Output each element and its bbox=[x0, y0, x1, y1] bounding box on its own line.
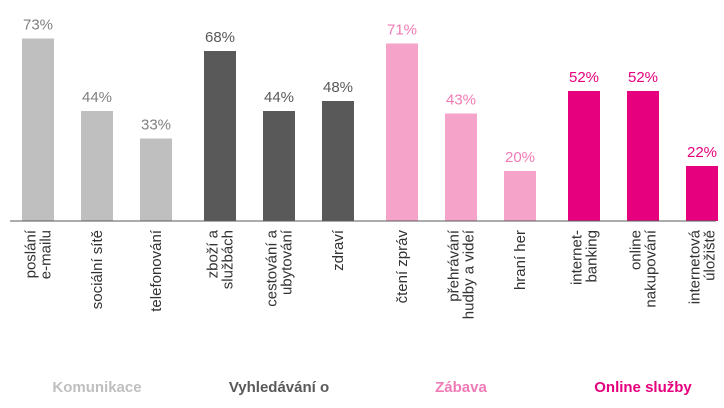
group-label: Komunikace bbox=[52, 379, 141, 396]
group-label: Vyhledávání o bbox=[229, 379, 329, 396]
value-label: 52% bbox=[569, 69, 599, 86]
x-tick-label: hraní her bbox=[512, 230, 529, 290]
value-label: 73% bbox=[23, 17, 53, 34]
bar bbox=[263, 111, 295, 221]
x-tick-label: cestování aubytování bbox=[264, 229, 296, 307]
value-label: 44% bbox=[264, 89, 294, 106]
bar bbox=[445, 113, 477, 221]
bar bbox=[22, 38, 54, 221]
bar bbox=[386, 43, 418, 221]
x-tick-label: čtení zpráv bbox=[394, 230, 411, 304]
x-tick-label: posláníe-mailu bbox=[23, 229, 55, 279]
value-label: 44% bbox=[82, 89, 112, 106]
x-tick-label: sociální sítě bbox=[89, 230, 106, 309]
bar bbox=[504, 171, 536, 221]
bar bbox=[204, 51, 236, 221]
bar bbox=[322, 101, 354, 221]
x-tick-label: telefonování bbox=[148, 229, 165, 312]
bar bbox=[81, 111, 113, 221]
value-label: 33% bbox=[141, 117, 171, 134]
x-tick-label: onlinenakupování bbox=[628, 229, 660, 307]
x-tick-label: zboží aslužbách bbox=[205, 229, 237, 289]
value-label: 71% bbox=[387, 22, 417, 39]
bar bbox=[140, 138, 172, 221]
bar bbox=[686, 166, 718, 221]
value-label: 68% bbox=[205, 29, 235, 46]
value-label: 22% bbox=[687, 144, 717, 161]
x-tick-label: zdraví bbox=[330, 229, 347, 271]
group-label: Zábava bbox=[435, 379, 487, 396]
group-label: Online služby bbox=[594, 379, 692, 396]
value-label: 20% bbox=[505, 149, 535, 166]
bar bbox=[568, 91, 600, 221]
bar bbox=[627, 91, 659, 221]
value-label: 52% bbox=[628, 69, 658, 86]
value-label: 48% bbox=[323, 79, 353, 96]
x-tick-label: internet-banking bbox=[569, 230, 601, 285]
x-tick-label: přehráváníhudby a videí bbox=[446, 229, 478, 319]
x-tick-label: internetováúložiště bbox=[687, 229, 719, 304]
value-label: 43% bbox=[446, 92, 476, 109]
